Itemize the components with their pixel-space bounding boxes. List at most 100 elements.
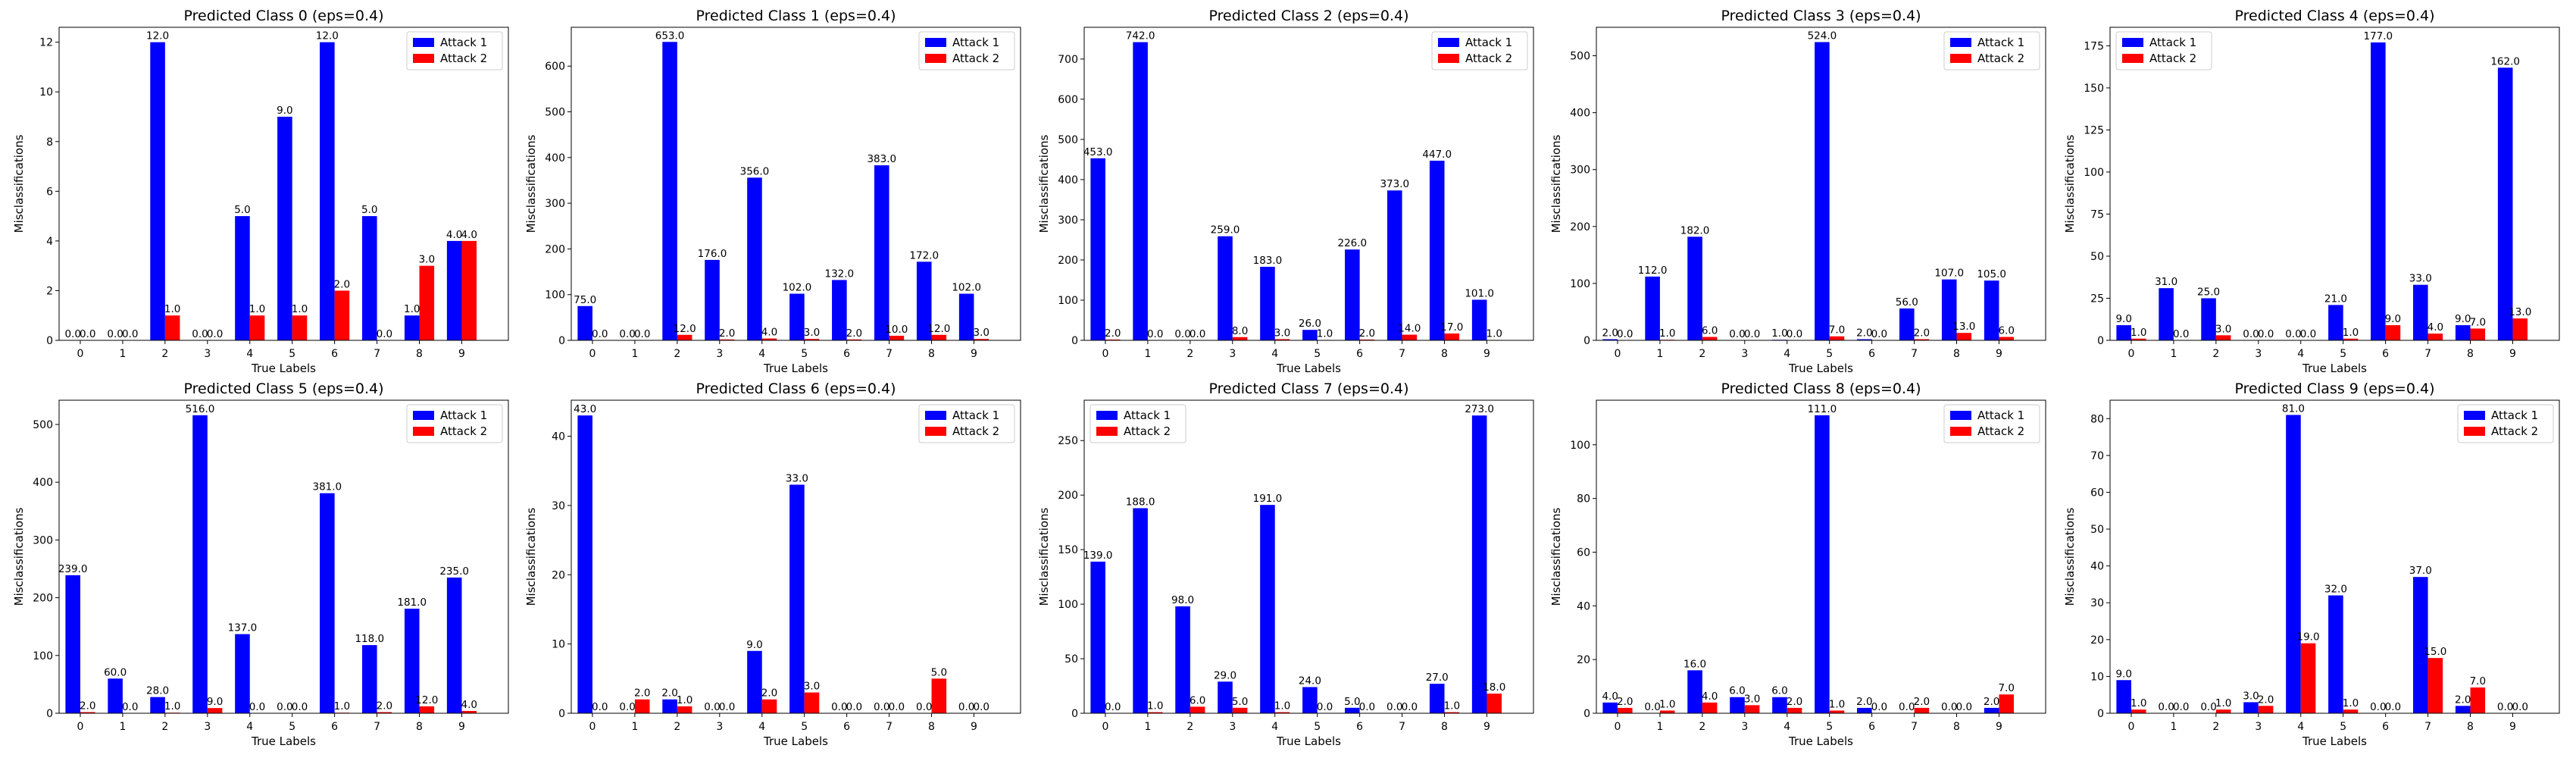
x-tick-label: 3 xyxy=(1741,348,1748,360)
bar-attack1-1 xyxy=(1133,42,1148,340)
y-axis-label: Misclassifications xyxy=(1549,134,1563,233)
data-label: 2.0 xyxy=(1602,327,1618,339)
data-label: 0.0 xyxy=(1105,701,1121,713)
bar-attack2-5 xyxy=(292,315,308,340)
data-label: 2.0 xyxy=(334,278,350,290)
plot-title: Predicted Class 9 (eps=0.4) xyxy=(2235,380,2435,397)
data-label: 0.0 xyxy=(2370,701,2386,713)
data-label: 0.0 xyxy=(592,701,608,713)
y-tick-label: 100 xyxy=(1570,440,1590,452)
data-label: 4.0 xyxy=(1602,691,1618,703)
data-label: 383.0 xyxy=(867,153,896,165)
plot-title: Predicted Class 6 (eps=0.4) xyxy=(696,380,896,397)
y-tick-label: 8 xyxy=(46,136,53,149)
bar-attack2-5 xyxy=(2343,338,2359,340)
x-axis-label: True Labels xyxy=(251,734,316,748)
x-tick-label: 8 xyxy=(1953,721,1960,733)
y-axis-label: Misclassifications xyxy=(2063,507,2077,606)
data-label: 28.0 xyxy=(146,685,169,697)
bar-attack2-1 xyxy=(1147,712,1163,713)
x-tick-label: 8 xyxy=(1953,348,1960,360)
data-label: 0.0 xyxy=(831,701,847,713)
data-label: 0.0 xyxy=(634,328,650,340)
bar-attack1-4 xyxy=(2286,415,2301,713)
legend-swatch-attack2 xyxy=(1096,427,1118,436)
legend-swatch-attack2 xyxy=(413,427,434,436)
bar-attack2-7 xyxy=(1914,707,1930,713)
bar-attack1-6 xyxy=(1857,707,1872,713)
data-label: 0.0 xyxy=(64,328,80,340)
bar-attack2-6 xyxy=(2385,325,2401,340)
data-label: 9.0 xyxy=(207,696,223,708)
subplot-4: Predicted Class 4 (eps=0.4)9.031.025.00.… xyxy=(2063,8,2560,375)
data-label: 2.0 xyxy=(377,700,392,712)
x-tick-label: 3 xyxy=(2255,348,2262,360)
bar-attack1-9 xyxy=(1471,415,1487,713)
data-label: 0.0 xyxy=(377,328,392,340)
legend-label-attack2: Attack 2 xyxy=(2149,52,2196,65)
x-tick-label: 6 xyxy=(1356,721,1363,733)
data-label: 24.0 xyxy=(1299,675,1321,687)
bar-attack2-7 xyxy=(377,712,392,713)
y-tick-label: 0 xyxy=(46,335,53,347)
bar-attack2-9 xyxy=(974,339,989,340)
data-label: 137.0 xyxy=(228,622,258,634)
bar-attack1-2 xyxy=(1687,670,1702,713)
plot-frame xyxy=(2109,27,2560,341)
data-label: 1.0 xyxy=(2131,327,2146,339)
x-tick-label: 3 xyxy=(2255,721,2262,733)
data-label: 188.0 xyxy=(1126,496,1155,508)
bar-attack2-5 xyxy=(1829,336,1845,340)
data-label: 2.0 xyxy=(1617,696,1633,708)
x-tick-label: 9 xyxy=(2509,721,2516,733)
legend-swatch-attack2 xyxy=(925,427,946,436)
bar-attack1-3 xyxy=(705,259,720,340)
bar-attack1-2 xyxy=(150,42,165,341)
data-label: 0.0 xyxy=(1386,701,1402,713)
data-label: 7.0 xyxy=(1829,324,1845,337)
data-label: 5.0 xyxy=(361,204,377,216)
y-tick-label: 50 xyxy=(2090,524,2104,536)
data-label: 3.0 xyxy=(804,681,820,693)
x-tick-label: 6 xyxy=(331,721,338,733)
y-tick-label: 400 xyxy=(545,152,565,164)
bar-attack2-5 xyxy=(804,692,820,713)
legend-label-attack2: Attack 2 xyxy=(440,424,487,438)
data-label: 33.0 xyxy=(786,472,808,484)
data-label: 6.0 xyxy=(1999,324,2015,337)
data-label: 0.0 xyxy=(207,328,223,340)
bar-attack2-2 xyxy=(677,334,692,340)
y-axis-label: Misclassifications xyxy=(1037,507,1051,606)
data-label: 7.0 xyxy=(1999,682,2015,694)
bar-attack1-3 xyxy=(192,415,208,713)
bar-attack2-0 xyxy=(2131,338,2146,340)
data-label: 102.0 xyxy=(952,282,981,294)
y-tick-label: 10 xyxy=(39,86,53,99)
bar-attack2-8 xyxy=(1444,712,1460,713)
bar-attack2-9 xyxy=(461,240,477,340)
bar-attack2-3 xyxy=(2258,706,2274,713)
plot-title: Predicted Class 8 (eps=0.4) xyxy=(1721,380,1921,397)
data-label: 0.0 xyxy=(1871,328,1887,340)
data-label: 21.0 xyxy=(2324,293,2347,305)
y-tick-label: 600 xyxy=(1058,94,1078,106)
bar-attack1-9 xyxy=(446,240,462,340)
data-label: 29.0 xyxy=(1214,669,1236,681)
legend: Attack 1 Attack 2 xyxy=(1943,404,2040,443)
data-label: 0.0 xyxy=(2512,701,2528,713)
data-label: 0.0 xyxy=(1174,328,1190,340)
legend: Attack 1 Attack 2 xyxy=(406,404,503,443)
data-label: 4.0 xyxy=(1702,691,1718,703)
y-tick-label: 20 xyxy=(552,569,565,581)
legend-swatch-attack1 xyxy=(925,411,946,420)
legend-label-attack1: Attack 1 xyxy=(952,36,999,49)
y-tick-label: 400 xyxy=(1570,108,1590,120)
data-label: 2.0 xyxy=(1359,327,1375,340)
data-label: 75.0 xyxy=(574,294,596,306)
bar-attack1-6 xyxy=(320,493,335,713)
data-label: 4.0 xyxy=(761,327,777,339)
legend-label-attack1: Attack 1 xyxy=(440,36,487,49)
legend-swatch-attack2 xyxy=(1950,427,1971,436)
bar-attack1-5 xyxy=(789,484,805,713)
data-label: 9.0 xyxy=(746,639,762,651)
